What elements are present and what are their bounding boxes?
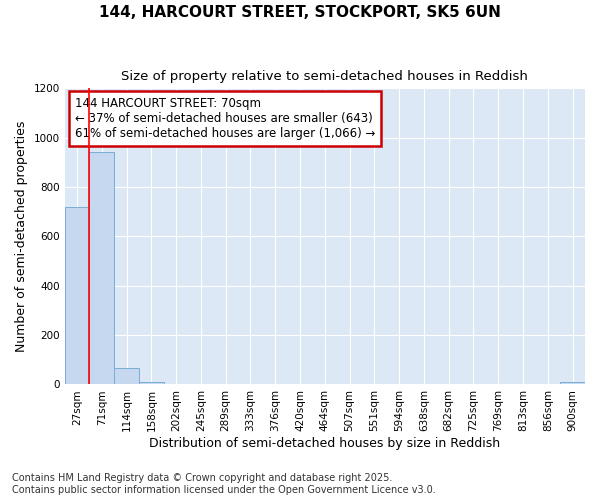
Bar bbox=[139, 382, 164, 384]
X-axis label: Distribution of semi-detached houses by size in Reddish: Distribution of semi-detached houses by … bbox=[149, 437, 500, 450]
Bar bbox=[89, 152, 114, 384]
Text: 144 HARCOURT STREET: 70sqm
← 37% of semi-detached houses are smaller (643)
61% o: 144 HARCOURT STREET: 70sqm ← 37% of semi… bbox=[75, 97, 376, 140]
Text: Contains HM Land Registry data © Crown copyright and database right 2025.
Contai: Contains HM Land Registry data © Crown c… bbox=[12, 474, 436, 495]
Bar bbox=[560, 382, 585, 384]
Y-axis label: Number of semi-detached properties: Number of semi-detached properties bbox=[15, 120, 28, 352]
Title: Size of property relative to semi-detached houses in Reddish: Size of property relative to semi-detach… bbox=[121, 70, 528, 83]
Bar bbox=[114, 368, 139, 384]
Bar bbox=[65, 207, 89, 384]
Text: 144, HARCOURT STREET, STOCKPORT, SK5 6UN: 144, HARCOURT STREET, STOCKPORT, SK5 6UN bbox=[99, 5, 501, 20]
